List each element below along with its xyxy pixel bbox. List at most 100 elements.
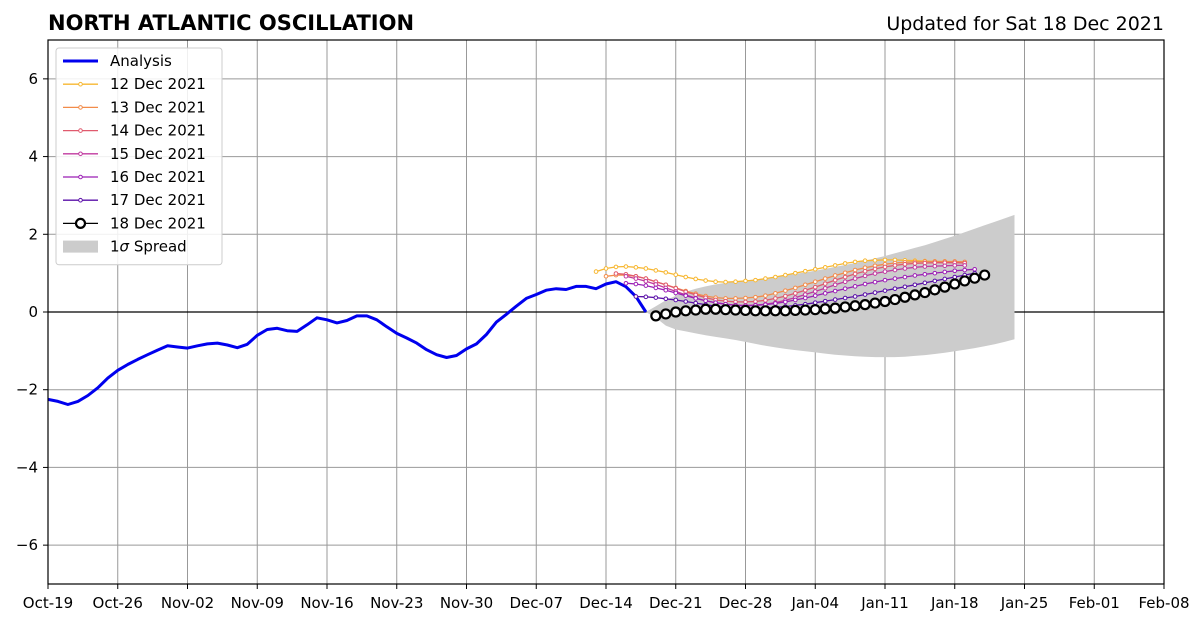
forecast-point (922, 272, 928, 277)
forecast-point (949, 278, 961, 290)
forecast-point (882, 288, 888, 293)
y-tick-label: 6 (28, 70, 38, 88)
forecast-point (643, 283, 649, 288)
forecast-point (623, 264, 629, 269)
forecast-point (812, 266, 818, 272)
forecast-point (969, 272, 981, 284)
forecast-point (872, 279, 878, 285)
chart-title: NORTH ATLANTIC OSCILLATION (48, 11, 414, 35)
forecast-point (902, 284, 908, 290)
forecast-point (932, 270, 938, 276)
legend-forecast-label: 15 Dec 2021 (110, 145, 206, 163)
forecast-point (972, 266, 977, 272)
y-tick-label: 4 (28, 148, 38, 166)
forecast-point (683, 293, 689, 298)
forecast-point (613, 271, 619, 276)
forecast-point (753, 277, 758, 283)
forecast-point (822, 298, 828, 304)
forecast-point (643, 294, 649, 300)
forecast-point (763, 276, 768, 281)
forecast-point (919, 286, 931, 299)
forecast-point (793, 285, 798, 291)
forecast-point (822, 291, 828, 296)
legend-forecast-marker (78, 128, 83, 133)
forecast-point (743, 295, 748, 301)
forecast-point (812, 293, 818, 298)
forecast-point (743, 278, 748, 284)
forecast-point (643, 266, 649, 271)
legend-spread-label: 1σ Spread (110, 238, 187, 256)
forecast-point (593, 269, 599, 274)
forecast-point (693, 300, 698, 306)
forecast-point (660, 308, 672, 320)
legend-forecast-label: 17 Dec 2021 (110, 191, 206, 209)
forecast-point (812, 279, 818, 284)
forecast-point (793, 270, 798, 276)
forecast-point (749, 305, 762, 317)
x-tick-label: Dec-14 (579, 594, 633, 612)
forecast-point (939, 281, 951, 293)
legend-analysis-label: Analysis (110, 52, 172, 70)
forecast-point (882, 264, 888, 270)
forecast-point (773, 296, 778, 301)
y-tick-label: −2 (16, 381, 38, 399)
forecast-point (929, 284, 941, 296)
forecast-point (802, 287, 808, 293)
x-tick-label: Nov-23 (370, 594, 423, 612)
forecast-point (802, 282, 808, 288)
forecast-point (673, 290, 679, 296)
forecast-point (753, 294, 758, 300)
forecast-point (872, 290, 878, 295)
forecast-point (773, 301, 778, 306)
forecast-point (849, 300, 861, 312)
forecast-point (842, 279, 848, 284)
forecast-point (869, 297, 881, 309)
forecast-point (683, 274, 689, 280)
forecast-point (882, 277, 888, 283)
forecast-point (872, 258, 878, 263)
legend-box (55, 47, 223, 266)
forecast-point (822, 281, 828, 286)
x-tick-label: Nov-09 (231, 594, 284, 612)
legend-forecast-marker (78, 105, 83, 110)
x-tick-label: Nov-30 (440, 594, 493, 612)
forecast-point (683, 299, 689, 304)
analysis-line (47, 280, 648, 406)
forecast-point (623, 280, 629, 286)
forecast-point (842, 270, 848, 276)
forecast-point (852, 267, 858, 273)
forecast-point (693, 276, 698, 282)
legend-forecast-label: 14 Dec 2021 (110, 122, 206, 140)
forecast-point (889, 293, 901, 306)
forecast-point (842, 261, 848, 266)
forecast-point (799, 304, 811, 316)
forecast-point (872, 271, 878, 276)
legend-spread-swatch (63, 240, 98, 253)
x-tick-label: Jan-18 (930, 594, 979, 612)
forecast-point (673, 297, 679, 303)
forecast-point (623, 273, 629, 279)
forecast-point (603, 273, 609, 279)
x-tick-label: Jan-04 (790, 594, 839, 612)
forecast-point (852, 284, 858, 289)
forecast-point (783, 293, 788, 299)
forecast-point (769, 305, 781, 317)
forecast-point (942, 263, 948, 269)
forecast-point (703, 278, 708, 283)
legend-forecast-label: 18 Dec 2021 (110, 214, 206, 232)
legend-forecast-label: 12 Dec 2021 (110, 75, 206, 93)
forecast-point (703, 298, 708, 304)
forecast-point (759, 305, 772, 317)
forecast-point (842, 295, 848, 301)
forecast-point (892, 267, 898, 273)
forecast-point (783, 288, 788, 293)
forecast-point (892, 263, 898, 268)
forecast-point (822, 285, 828, 291)
forecast-point (670, 306, 682, 318)
forecast-point (912, 265, 918, 270)
forecast-point (663, 287, 669, 293)
x-tick-label: Nov-02 (161, 594, 214, 612)
forecast-point (653, 285, 659, 291)
forecast-point (832, 282, 838, 288)
